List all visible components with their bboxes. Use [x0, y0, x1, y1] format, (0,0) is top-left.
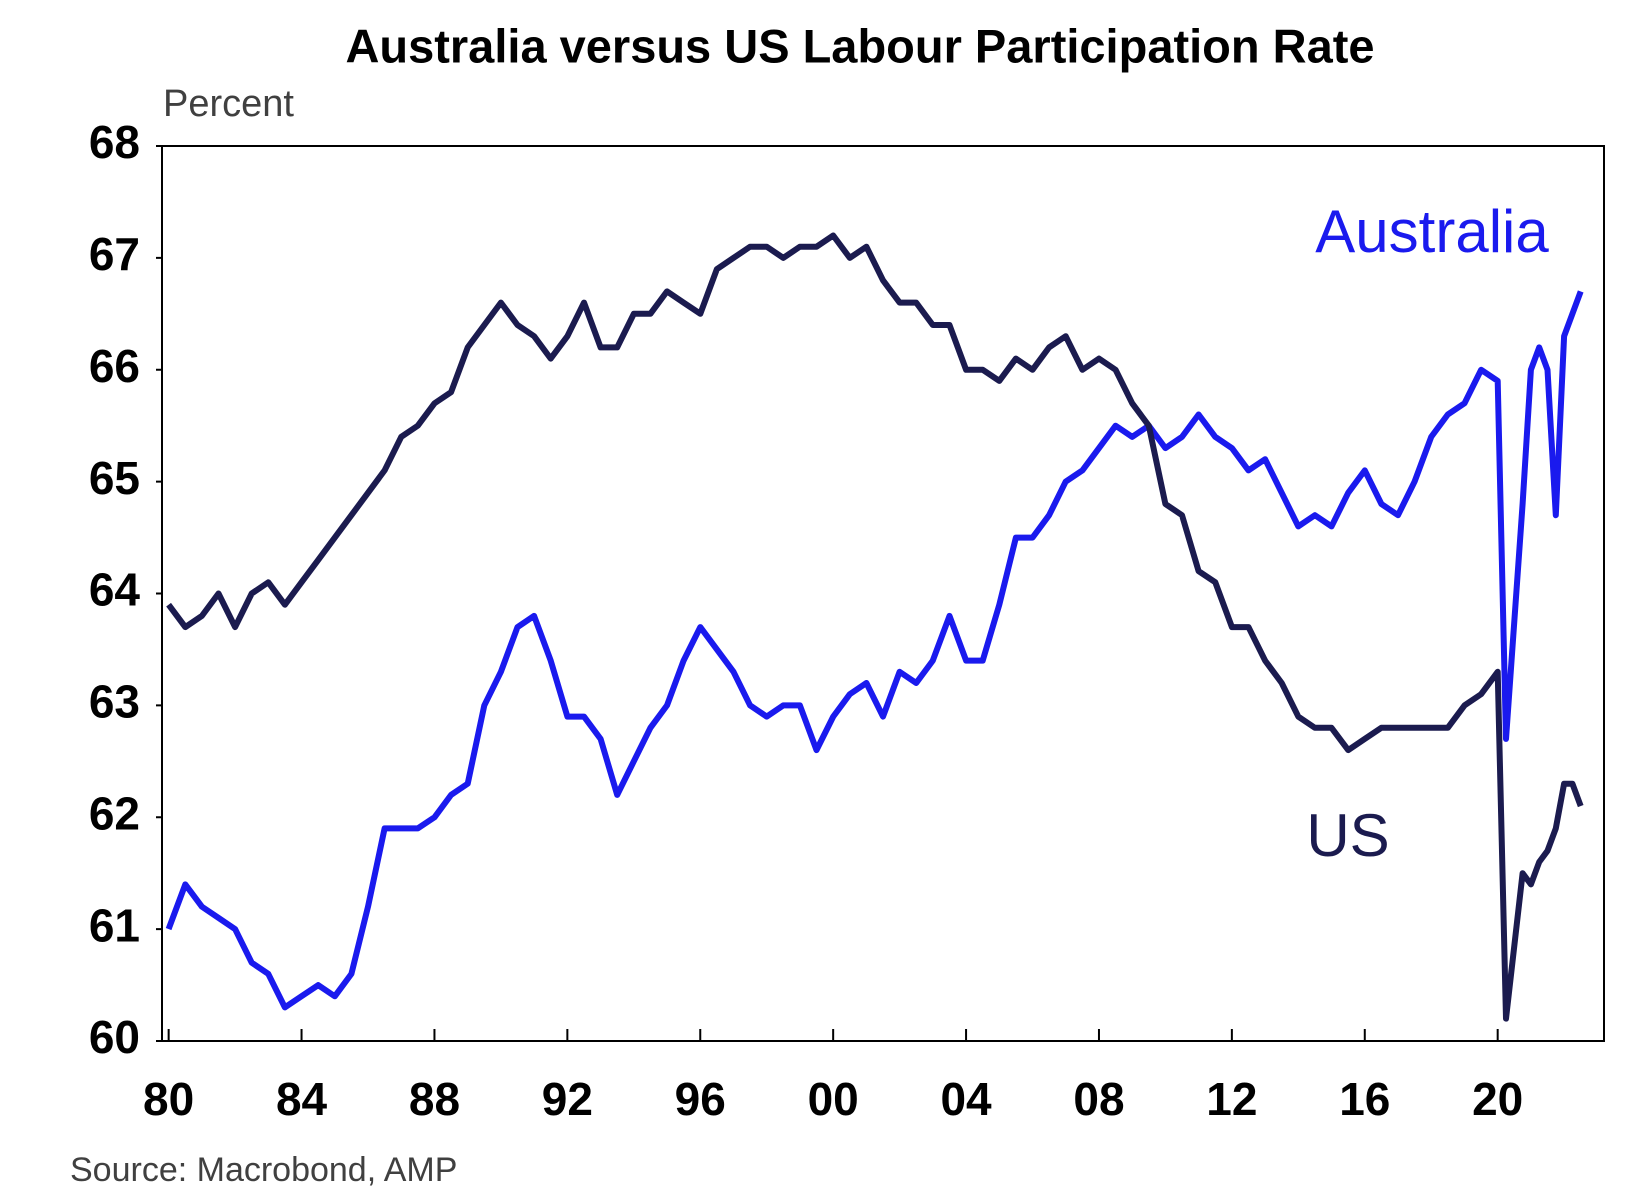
y-tick-label: 67 — [89, 228, 140, 280]
y-tick-label: 61 — [89, 899, 140, 951]
x-tick-label: 84 — [276, 1073, 328, 1125]
x-tick-label: 92 — [542, 1073, 593, 1125]
x-tick-label: 04 — [940, 1073, 992, 1125]
chart-title: Australia versus US Labour Participation… — [345, 19, 1374, 72]
y-tick-label: 65 — [89, 452, 140, 504]
y-tick-label: 60 — [89, 1011, 140, 1063]
y-tick-label: 62 — [89, 787, 140, 839]
series-line — [166, 232, 1584, 1022]
y-tick-label: 66 — [89, 340, 140, 392]
series-label: Australia — [1315, 198, 1549, 265]
y-tick-label: 68 — [89, 116, 140, 168]
x-tick-label: 12 — [1206, 1073, 1257, 1125]
series-line — [165, 290, 1584, 1011]
y-axis-label: Percent — [163, 83, 294, 125]
x-tick-label: 08 — [1073, 1073, 1124, 1125]
y-tick-label: 63 — [89, 676, 140, 728]
x-tick-label: 80 — [143, 1073, 194, 1125]
series-label: US — [1306, 802, 1389, 869]
source: Source: Macrobond, AMP — [70, 1151, 457, 1189]
x-tick-label: 20 — [1472, 1073, 1523, 1125]
x-tick-label: 00 — [808, 1073, 859, 1125]
x-tick-label: 88 — [409, 1073, 460, 1125]
x-tick-label: 16 — [1339, 1073, 1390, 1125]
x-tick-label: 96 — [675, 1073, 726, 1125]
y-tick-label: 64 — [89, 564, 141, 616]
